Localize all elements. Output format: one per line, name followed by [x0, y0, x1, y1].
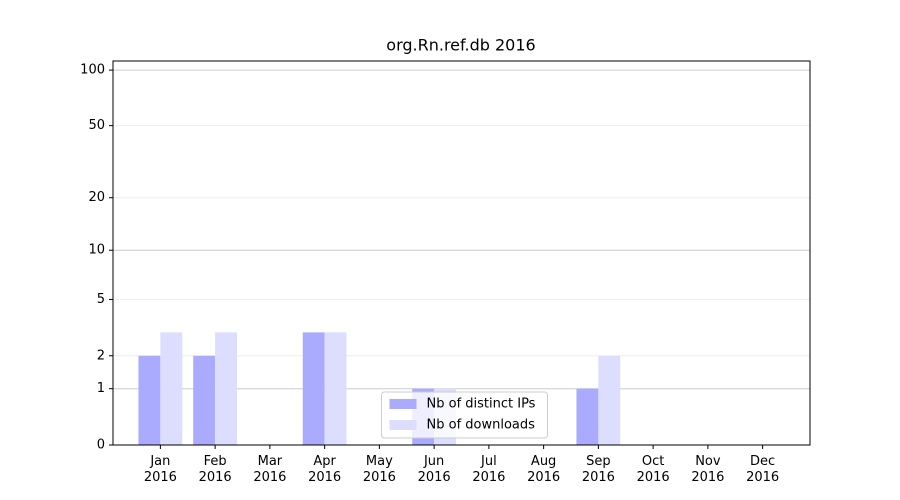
- legend-swatch: [389, 420, 417, 430]
- y-tick-label: 50: [88, 118, 105, 133]
- y-tick-label: 0: [97, 438, 105, 453]
- bar: [193, 355, 216, 445]
- x-tick-label: Oct 2016: [637, 454, 670, 485]
- y-tick-label: 100: [80, 63, 105, 78]
- legend-box: [381, 391, 548, 439]
- y-tick-label: 10: [88, 243, 105, 258]
- y-tick-label: 1: [97, 381, 105, 396]
- bar: [324, 332, 347, 445]
- x-tick-label: May 2016: [363, 454, 396, 485]
- bar: [598, 355, 621, 445]
- x-tick-label: Sep 2016: [582, 454, 615, 485]
- x-tick-label: Feb 2016: [199, 454, 232, 485]
- bar: [302, 332, 325, 445]
- legend-label: Nb of distinct IPs: [427, 397, 536, 412]
- bar: [215, 332, 238, 445]
- x-tick-label: Apr 2016: [308, 454, 341, 485]
- plot-frame: [112, 60, 811, 446]
- x-tick-label: Jul 2016: [472, 454, 505, 485]
- chart-title: org.Rn.ref.db 2016: [386, 36, 535, 55]
- bar: [160, 332, 183, 445]
- legend-label: Nb of downloads: [427, 418, 536, 433]
- y-tick-label: 2: [97, 348, 105, 363]
- x-tick-label: Jun 2016: [418, 454, 451, 485]
- x-tick-label: Mar 2016: [253, 454, 286, 485]
- x-tick-label: Aug 2016: [527, 454, 560, 485]
- x-tick-label: Nov 2016: [691, 454, 724, 485]
- y-tick-label: 20: [88, 190, 105, 205]
- x-tick-label: Dec 2016: [746, 454, 779, 485]
- legend-swatch: [389, 399, 417, 409]
- y-tick-label: 5: [97, 292, 105, 307]
- x-tick-label: Jan 2016: [144, 454, 177, 485]
- bar: [138, 355, 161, 445]
- bar: [576, 388, 599, 445]
